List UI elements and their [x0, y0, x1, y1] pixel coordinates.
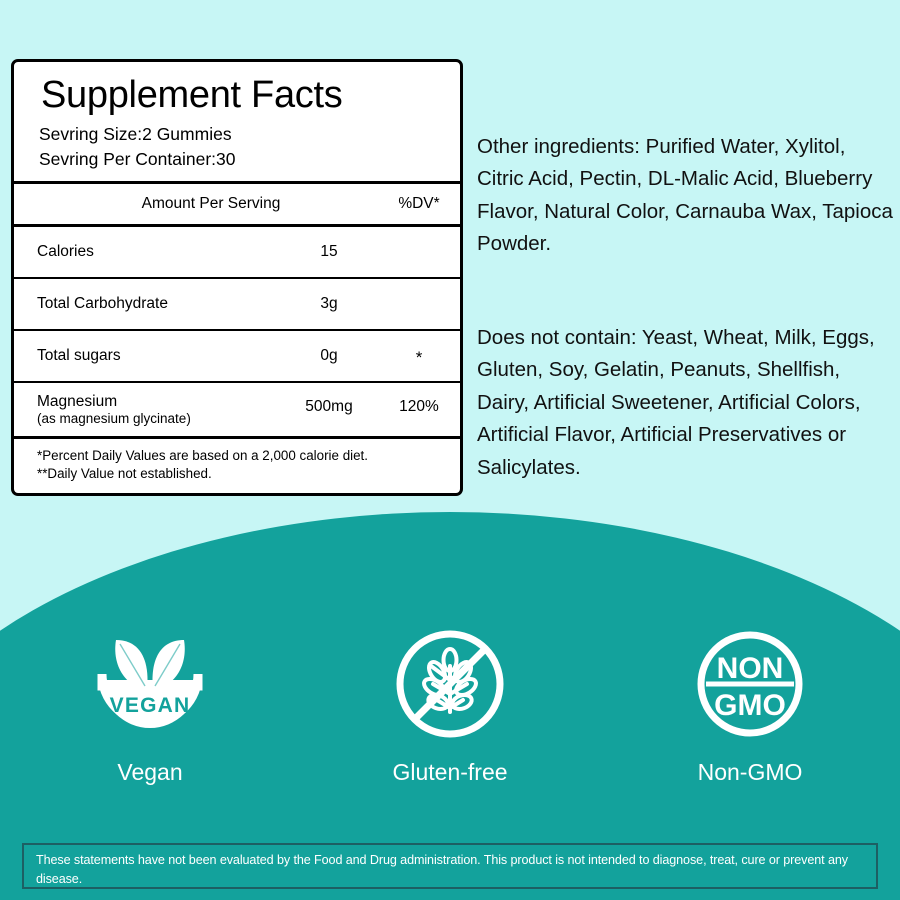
- non-gmo-mark-top: NON: [717, 652, 784, 685]
- nutrient-name-source: (as magnesium glycinate): [37, 410, 191, 426]
- divider: [14, 223, 460, 227]
- does-not-contain-text: Does not contain: Yeast, Wheat, Milk, Eg…: [477, 326, 875, 479]
- nutrient-daily-value: *: [415, 347, 423, 367]
- footnote-daily-value-not-established: **Daily Value not established.: [37, 465, 212, 481]
- table-row: Total sugars 0g *: [14, 331, 460, 381]
- nutrient-name: Calories: [37, 242, 94, 260]
- page-title: Supplement Facts: [41, 74, 343, 116]
- badge-label: Vegan: [117, 759, 183, 785]
- nutrient-amount: 15: [320, 242, 338, 260]
- nutrient-name-main: Magnesium: [37, 392, 118, 410]
- divider: [14, 380, 460, 383]
- servings-per-container-text: Sevring Per Container:30: [39, 148, 236, 169]
- vegan-leaf-badge-icon: VEGAN: [97, 640, 203, 728]
- other-ingredients-text: Other ingredients: Purified Water, Xylit…: [477, 135, 893, 256]
- divider: [14, 180, 460, 184]
- badge-non-gmo: NON GMO Non-GMO: [600, 624, 900, 824]
- footnote-percent-daily-value: *Percent Daily Values are based on a 2,0…: [37, 447, 368, 463]
- table-row: Calories 15: [14, 227, 460, 277]
- table-header-row: Amount Per Serving %DV*: [14, 184, 460, 224]
- no-wheat-badge-icon: [396, 630, 504, 738]
- non-gmo-mark-bottom: GMO: [714, 689, 786, 722]
- column-header-daily-value: %DV*: [398, 194, 440, 212]
- serving-info: Sevring Size:2 Gummies Sevring Per Conta…: [14, 122, 460, 181]
- badge-label: Gluten-free: [392, 759, 508, 785]
- nutrient-amount: 3g: [320, 294, 338, 312]
- non-gmo-badge-icon: NON GMO: [697, 631, 803, 737]
- nutrient-amount: 0g: [320, 346, 338, 364]
- badge-label: Non-GMO: [697, 759, 803, 785]
- divider: [14, 435, 460, 439]
- column-header-amount: Amount Per Serving: [141, 194, 281, 212]
- fda-disclaimer: These statements have not been evaluated…: [22, 843, 878, 889]
- certification-badges: VEGAN Vegan: [0, 624, 900, 824]
- nutrient-name: Magnesium (as magnesium glycinate): [37, 392, 191, 428]
- nutrient-amount: 500mg: [305, 397, 353, 415]
- supplement-facts-panel: Supplement Facts Sevring Size:2 Gummies …: [11, 59, 463, 496]
- vegan-mark-text: VEGAN: [110, 694, 191, 717]
- serving-size-text: Sevring Size:2 Gummies: [39, 124, 232, 145]
- badge-gluten-free: Gluten-free: [300, 624, 600, 824]
- table-row: Magnesium (as magnesium glycinate) 500mg…: [14, 383, 460, 436]
- nutrient-name: Total Carbohydrate: [37, 294, 168, 312]
- table-row: Total Carbohydrate 3g: [14, 279, 460, 329]
- divider: [14, 276, 460, 279]
- badge-vegan: VEGAN Vegan: [0, 624, 300, 824]
- nutrient-name: Total sugars: [37, 346, 121, 364]
- footnotes: *Percent Daily Values are based on a 2,0…: [14, 439, 460, 493]
- nutrient-daily-value: 120%: [399, 397, 439, 415]
- divider: [14, 328, 460, 331]
